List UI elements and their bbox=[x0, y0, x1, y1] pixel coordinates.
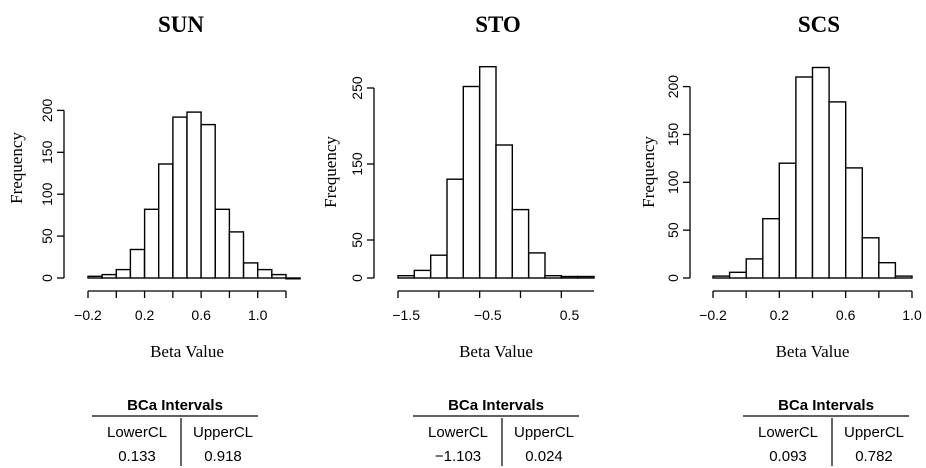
lower-cl-header: LowerCL bbox=[107, 424, 167, 441]
upper-cl-header: UpperCL bbox=[193, 424, 253, 441]
histogram-bar bbox=[397, 275, 415, 279]
bca-interval-table: BCa Intervals LowerCL UpperCL 0.133 0.918 bbox=[92, 397, 258, 466]
histogram-bar bbox=[271, 273, 287, 279]
bca-table-title: BCa Intervals bbox=[778, 397, 874, 414]
histogram-bar bbox=[115, 268, 132, 279]
y-tick-label: 100 bbox=[39, 182, 55, 206]
histogram-bar bbox=[577, 275, 595, 279]
y-tick-label: 0 bbox=[349, 274, 365, 282]
x-tick-label: −0.2 bbox=[74, 307, 102, 323]
x-axis-label: Beta Value bbox=[776, 342, 850, 361]
lower-cl-value: 0.093 bbox=[769, 448, 807, 465]
histogram-panel-scs: SCS 0 50 100 150 200 Frequency −0.2 0.2 0.6 1.0 Bet… bbox=[639, 12, 922, 466]
bca-table-title: BCa Intervals bbox=[448, 397, 544, 414]
bca-interval-table: BCa Intervals LowerCL UpperCL −1.103 0.024 bbox=[413, 397, 579, 466]
upper-cl-value: 0.782 bbox=[855, 448, 893, 465]
histogram-bar bbox=[544, 275, 562, 279]
lower-cl-value: 0.133 bbox=[118, 448, 156, 465]
upper-cl-value: 0.024 bbox=[525, 448, 563, 465]
x-tick-label: 0.2 bbox=[770, 307, 790, 323]
histogram-bar bbox=[172, 116, 188, 279]
lower-cl-header: LowerCL bbox=[428, 424, 488, 441]
x-tick-label: −0.2 bbox=[699, 307, 727, 323]
histogram-bar bbox=[778, 162, 797, 279]
y-tick-label: 150 bbox=[39, 140, 55, 164]
lower-cl-header: LowerCL bbox=[758, 424, 818, 441]
histogram-bar bbox=[228, 231, 245, 279]
y-tick-label: 50 bbox=[349, 232, 365, 248]
x-tick-label: −0.5 bbox=[474, 307, 502, 323]
histogram-bar bbox=[495, 144, 513, 279]
y-tick-label: 150 bbox=[349, 152, 365, 176]
y-axis-label: Frequency bbox=[7, 132, 26, 204]
panel-title: STO bbox=[475, 12, 521, 37]
upper-cl-header: UpperCL bbox=[514, 424, 574, 441]
histogram-bar bbox=[479, 65, 497, 279]
histogram-bar bbox=[87, 275, 103, 279]
histogram-bar bbox=[745, 258, 764, 279]
x-tick-label: 1.0 bbox=[248, 307, 268, 323]
histogram-bar bbox=[430, 254, 448, 279]
histogram-bar bbox=[712, 275, 731, 279]
histogram-bar bbox=[446, 178, 464, 279]
lower-cl-value: −1.103 bbox=[435, 448, 481, 465]
upper-cl-value: 0.918 bbox=[204, 448, 242, 465]
histogram-bar bbox=[762, 217, 781, 279]
histogram-bar bbox=[828, 101, 847, 279]
histogram-bar bbox=[285, 277, 301, 280]
histogram-bar bbox=[795, 76, 814, 279]
y-tick-label: 0 bbox=[39, 274, 55, 282]
histogram-bar bbox=[200, 123, 216, 279]
x-tick-label: 0.6 bbox=[191, 307, 211, 323]
y-tick-label: 200 bbox=[665, 75, 681, 99]
y-tick-label: 150 bbox=[665, 123, 681, 147]
x-tick-label: 0.6 bbox=[836, 307, 856, 323]
histogram-bar bbox=[129, 248, 146, 279]
histogram-bar bbox=[511, 208, 530, 279]
y-tick-label: 100 bbox=[665, 170, 681, 194]
histogram-bar bbox=[413, 269, 432, 279]
histogram-bar bbox=[878, 262, 897, 279]
histogram-bar bbox=[143, 208, 160, 279]
histogram-bar bbox=[845, 167, 864, 279]
histogram-bar bbox=[186, 111, 202, 279]
x-tick-label: 0.2 bbox=[135, 307, 155, 323]
x-tick-label: 1.0 bbox=[902, 307, 922, 323]
histogram-panel-sun: SUN 0 50 100 150 200 Frequency −0.2 0.2 0.6 1.0 Bet… bbox=[7, 12, 301, 466]
bca-interval-table: BCa Intervals LowerCL UpperCL 0.093 0.782 bbox=[743, 397, 909, 466]
histogram-bar bbox=[528, 252, 546, 279]
histogram-bar bbox=[157, 163, 174, 279]
histogram-bar bbox=[462, 85, 481, 279]
panel-title: SCS bbox=[798, 12, 840, 37]
y-tick-label: 50 bbox=[39, 228, 55, 244]
x-tick-label: −1.5 bbox=[392, 307, 420, 323]
histogram-bar bbox=[811, 66, 830, 279]
y-tick-label: 250 bbox=[349, 76, 365, 100]
histogram-bar bbox=[101, 273, 117, 279]
upper-cl-header: UpperCL bbox=[844, 424, 904, 441]
histogram-bar bbox=[894, 275, 913, 279]
y-tick-label: 200 bbox=[39, 99, 55, 123]
x-tick-label: 0.5 bbox=[560, 307, 580, 323]
y-axis-label: Frequency bbox=[321, 136, 340, 208]
x-axis-label: Beta Value bbox=[459, 342, 533, 361]
panel-title: SUN bbox=[158, 12, 204, 37]
y-tick-label: 50 bbox=[665, 222, 681, 238]
histogram-bar bbox=[257, 268, 273, 279]
histogram-bar bbox=[861, 237, 880, 279]
y-tick-label: 0 bbox=[665, 274, 681, 282]
histogram-bar bbox=[728, 271, 747, 279]
histogram-bar bbox=[242, 262, 259, 279]
y-axis-label: Frequency bbox=[639, 136, 658, 208]
histogram-bar bbox=[214, 208, 231, 279]
bca-table-title: BCa Intervals bbox=[127, 397, 223, 414]
histogram-panel-sto: STO 0 50 150 250 Frequency −1.5 −0.5 0.5 Beta Val… bbox=[321, 12, 595, 466]
x-axis-label: Beta Value bbox=[150, 342, 224, 361]
histogram-bar bbox=[560, 275, 579, 279]
